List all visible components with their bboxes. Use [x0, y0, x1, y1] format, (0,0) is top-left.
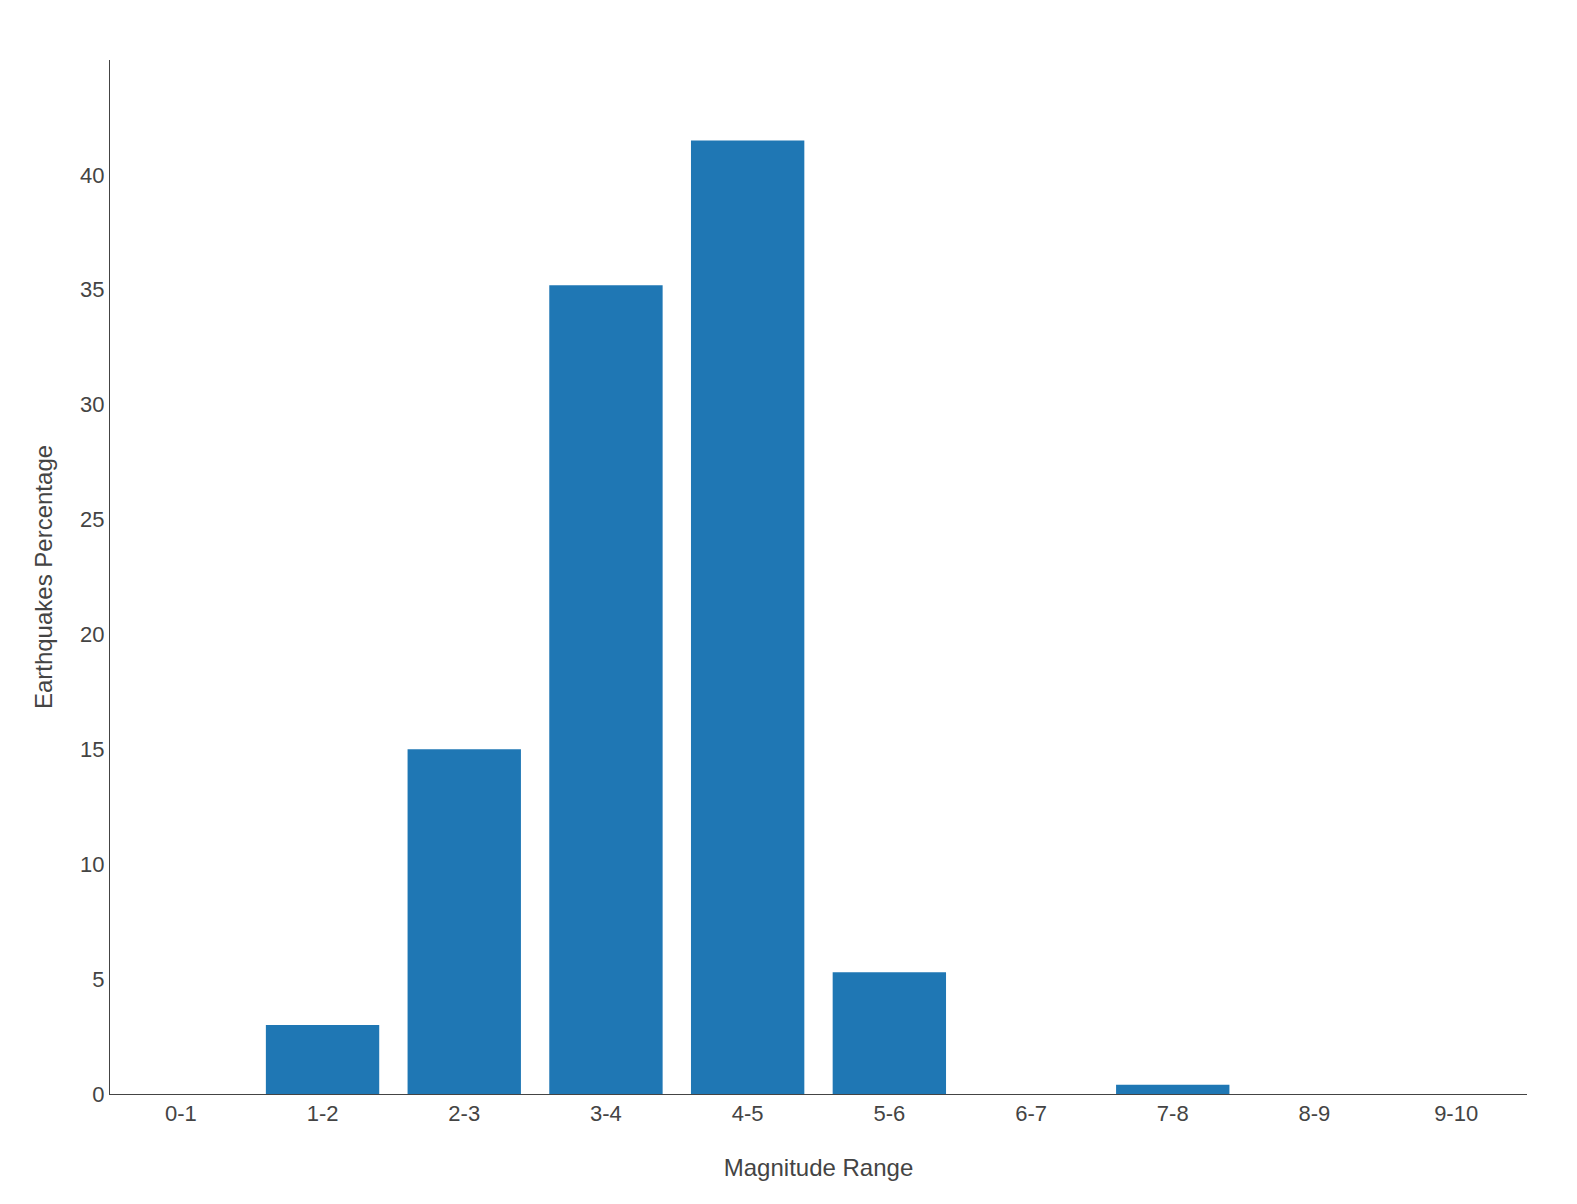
- svg-text:Earthquakes Percentage: Earthquakes Percentage: [30, 445, 57, 709]
- svg-text:8-9: 8-9: [1299, 1101, 1331, 1126]
- svg-text:40: 40: [80, 163, 104, 188]
- svg-text:5: 5: [92, 967, 104, 992]
- svg-text:Magnitude Range: Magnitude Range: [724, 1154, 913, 1181]
- svg-text:4-5: 4-5: [732, 1101, 764, 1126]
- svg-text:6-7: 6-7: [1015, 1101, 1047, 1126]
- svg-text:10: 10: [80, 852, 104, 877]
- svg-text:0: 0: [92, 1082, 104, 1107]
- svg-text:20: 20: [80, 622, 104, 647]
- svg-text:3-4: 3-4: [590, 1101, 622, 1126]
- svg-text:9-10: 9-10: [1434, 1101, 1478, 1126]
- svg-text:2-3: 2-3: [448, 1101, 480, 1126]
- svg-text:35: 35: [80, 277, 104, 302]
- svg-text:30: 30: [80, 392, 104, 417]
- svg-text:0-1: 0-1: [165, 1101, 197, 1126]
- svg-text:5-6: 5-6: [873, 1101, 905, 1126]
- svg-text:15: 15: [80, 737, 104, 762]
- svg-text:1-2: 1-2: [307, 1101, 339, 1126]
- svg-text:25: 25: [80, 507, 104, 532]
- svg-text:7-8: 7-8: [1157, 1101, 1189, 1126]
